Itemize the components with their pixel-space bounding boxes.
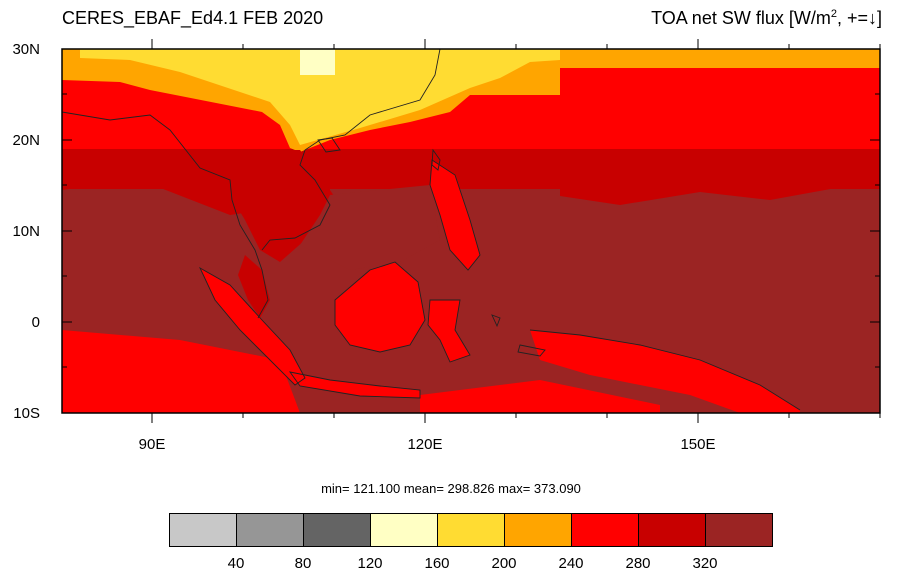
colorbar-label: 80 bbox=[294, 555, 312, 572]
colorbar-label: 240 bbox=[558, 555, 584, 572]
borneo bbox=[335, 262, 425, 352]
south-red-band bbox=[62, 330, 300, 413]
new-guinea bbox=[530, 330, 800, 413]
colorbar bbox=[169, 513, 773, 547]
lat-label-20n: 20N bbox=[12, 132, 40, 149]
colorbar-label: 120 bbox=[357, 555, 383, 572]
lon-label-120e: 120E bbox=[407, 436, 443, 453]
plot-title-left: CERES_EBAF_Ed4.1 FEB 2020 bbox=[62, 8, 324, 28]
colorbar-label: 160 bbox=[424, 555, 450, 572]
lat-label-30n: 30N bbox=[12, 41, 40, 58]
units-close: ] bbox=[876, 8, 882, 28]
colorbar-cell bbox=[504, 513, 572, 547]
stats-line: min= 121.100 mean= 298.826 max= 373.090 bbox=[321, 481, 581, 496]
darkred-east bbox=[560, 149, 880, 205]
lon-label-90e: 90E bbox=[138, 436, 166, 453]
sumatra bbox=[200, 268, 305, 385]
units-prefix: TOA net SW flux [W/m bbox=[651, 8, 831, 28]
colorbar-cell bbox=[437, 513, 505, 547]
south-red-band-east bbox=[420, 380, 660, 413]
colorbar-label: 320 bbox=[692, 555, 718, 572]
philippines bbox=[430, 160, 480, 270]
colorbar-cell bbox=[370, 513, 438, 547]
colorbar-cell bbox=[571, 513, 639, 547]
colorbar-cell bbox=[303, 513, 371, 547]
lat-label-10n: 10N bbox=[12, 223, 40, 240]
lat-label-eq: 0 bbox=[31, 314, 40, 331]
colorbar-label: 200 bbox=[491, 555, 517, 572]
colorbar-cell bbox=[638, 513, 706, 547]
colorbar-label: 40 bbox=[227, 555, 245, 572]
downward-arrow-icon: ↓ bbox=[867, 8, 877, 28]
colorbar-cell bbox=[705, 513, 773, 547]
units-superscript: 2 bbox=[830, 8, 837, 20]
yellow-region bbox=[80, 49, 560, 145]
axis-ticks bbox=[62, 39, 881, 423]
south-china-sea bbox=[300, 185, 440, 270]
flux-map bbox=[61, 39, 881, 423]
colorbar-cell bbox=[169, 513, 237, 547]
coastlines bbox=[62, 49, 801, 411]
units-suffix: , += bbox=[836, 8, 868, 28]
colorbar-cell bbox=[236, 513, 304, 547]
lightyellow-cell bbox=[300, 49, 335, 75]
lon-label-150e: 150E bbox=[680, 436, 716, 453]
lat-label-10s: 10S bbox=[13, 405, 40, 422]
plot-title-right: TOA net SW flux [W/m2, +=↓] bbox=[651, 8, 882, 29]
sulawesi bbox=[428, 300, 470, 362]
colorbar-label: 280 bbox=[625, 555, 651, 572]
